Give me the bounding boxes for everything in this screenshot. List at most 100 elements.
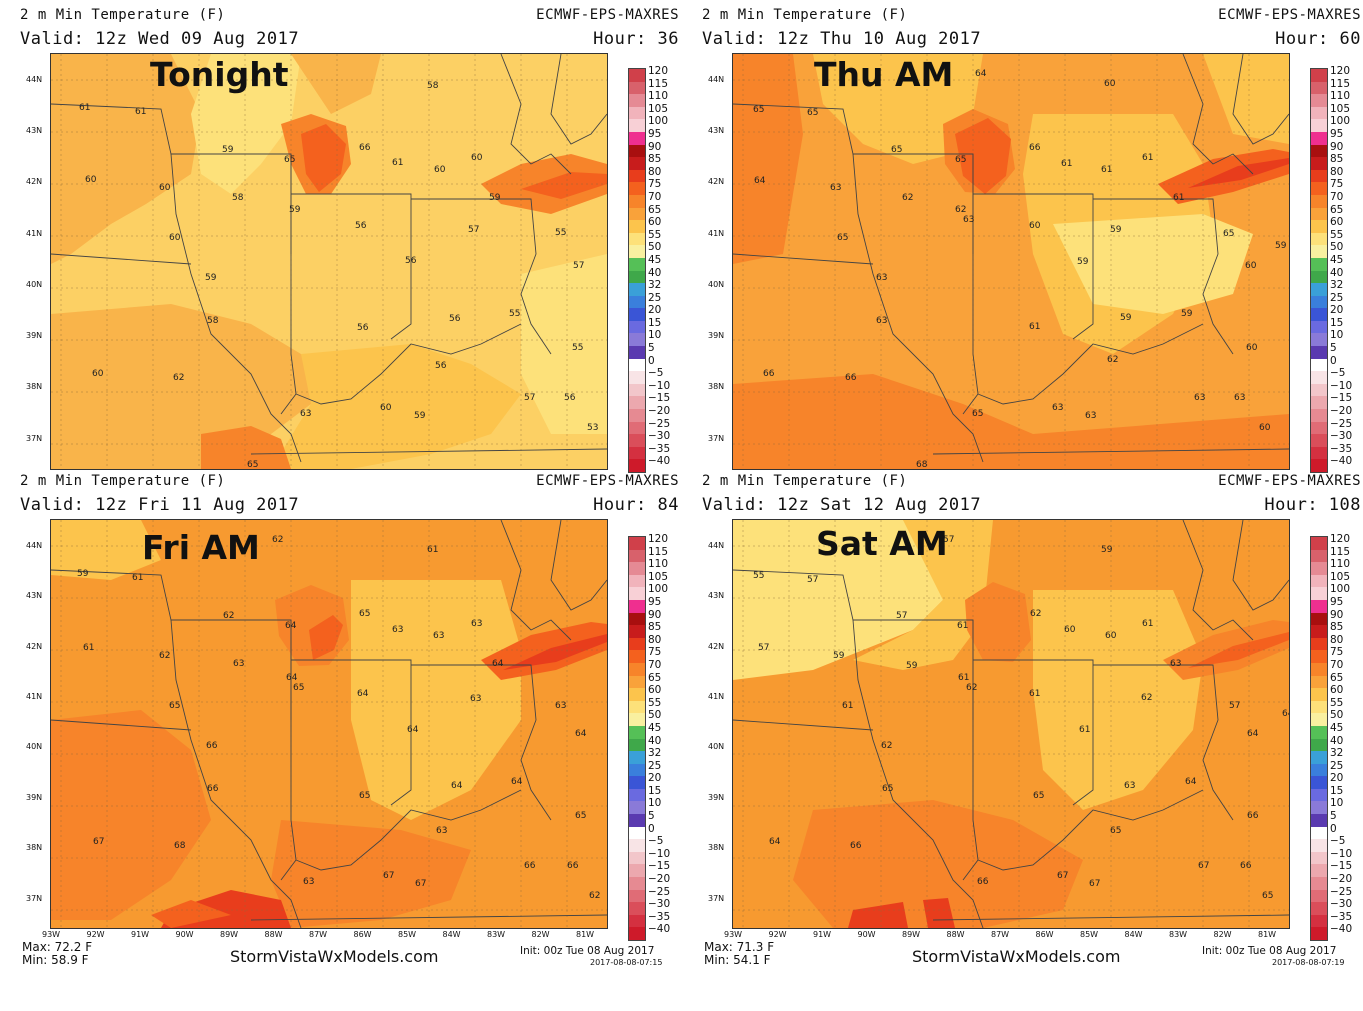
scale-tick-label: 75 bbox=[648, 646, 662, 659]
scale-tick-label: 110 bbox=[648, 558, 669, 571]
scale-tick-label: 5 bbox=[648, 810, 655, 823]
longitude-label: 81W bbox=[576, 930, 595, 939]
temp-value-label: 55 bbox=[509, 309, 520, 319]
color-scale-labels: 120 115 110 105 100 95 90 85 80 75 70 65 60 55 50 45 40 3… bbox=[1330, 65, 1352, 468]
temp-value-label: 65 bbox=[575, 811, 586, 821]
temp-value-label: 60 bbox=[1029, 221, 1041, 231]
color-swatch bbox=[629, 877, 645, 890]
temp-value-label: 66 bbox=[567, 861, 579, 871]
scale-tick-label: 115 bbox=[1330, 545, 1351, 558]
scale-tick-label: 5 bbox=[1330, 810, 1337, 823]
color-swatch bbox=[1311, 574, 1327, 588]
temp-value-label: 65 bbox=[1110, 826, 1121, 836]
temp-value-label: 64 bbox=[1185, 777, 1197, 787]
color-swatch bbox=[629, 700, 645, 714]
period-label: Thu AM bbox=[814, 55, 954, 94]
max-value: Max: 72.2 F bbox=[22, 940, 93, 954]
color-swatch bbox=[629, 562, 645, 575]
temp-value-label: 67 bbox=[1089, 879, 1100, 889]
temp-value-label: 61 bbox=[83, 643, 94, 653]
scale-tick-label: 120 bbox=[648, 533, 669, 545]
longitude-label: 89W bbox=[902, 930, 921, 939]
site-credit: StormVistaWxModels.com bbox=[912, 947, 1121, 966]
latitude-label: 39N bbox=[26, 792, 43, 802]
temp-value-label: 64 bbox=[286, 673, 298, 683]
scale-tick-label: 80 bbox=[1330, 165, 1344, 178]
state-border bbox=[170, 153, 302, 463]
temp-value-label: 65 bbox=[891, 145, 902, 155]
model-name: ECMWF-EPS-MAXRES bbox=[536, 7, 679, 23]
scale-tick-label: −10 bbox=[1330, 379, 1353, 392]
color-swatch bbox=[629, 207, 645, 221]
shade-region-3 bbox=[51, 304, 351, 469]
longitude-label: 81W bbox=[1258, 930, 1277, 939]
latitude-label: 42N bbox=[708, 641, 725, 651]
color-swatch bbox=[1311, 662, 1327, 676]
scale-tick-label: −35 bbox=[648, 442, 671, 455]
scale-tick-label: 100 bbox=[1330, 583, 1351, 596]
scale-tick-label: −5 bbox=[648, 835, 664, 848]
shade-region-0 bbox=[733, 520, 943, 680]
temp-value-label: 58 bbox=[427, 81, 439, 91]
temp-value-label: 59 bbox=[205, 273, 217, 283]
map-panel-sat-am: 2 m Min Temperature (F) ECMWF-EPS-MAXRES V… bbox=[682, 466, 1363, 971]
latitude-label: 44N bbox=[26, 75, 43, 84]
scale-tick-label: −10 bbox=[648, 847, 671, 860]
state-border bbox=[733, 719, 874, 731]
color-swatch bbox=[1311, 295, 1327, 309]
color-swatch bbox=[629, 725, 645, 739]
scale-tick-label: 105 bbox=[1330, 570, 1351, 583]
shade-region-9 bbox=[521, 172, 607, 199]
scale-tick-label: 50 bbox=[648, 709, 662, 722]
temp-value-label: 56 bbox=[435, 361, 447, 371]
shade-region-7 bbox=[848, 902, 908, 928]
scale-tick-label: 65 bbox=[648, 671, 662, 684]
scale-tick-label: −25 bbox=[648, 885, 671, 898]
scale-tick-label: −15 bbox=[648, 860, 671, 873]
color-swatch bbox=[629, 914, 645, 928]
color-swatch bbox=[1311, 396, 1327, 410]
temp-value-label: 62 bbox=[173, 373, 184, 383]
color-swatch bbox=[1311, 308, 1327, 321]
temp-value-label: 64 bbox=[511, 777, 523, 787]
map-panel-fri-am: 2 m Min Temperature (F) ECMWF-EPS-MAXRES V… bbox=[0, 466, 681, 971]
scale-tick-label: 75 bbox=[1330, 646, 1344, 659]
color-swatch bbox=[629, 182, 645, 195]
state-border bbox=[550, 54, 607, 145]
scale-tick-label: 70 bbox=[1330, 658, 1344, 671]
scale-tick-label: 0 bbox=[1330, 354, 1337, 367]
scale-tick-label: 65 bbox=[1330, 671, 1344, 684]
color-swatch bbox=[629, 220, 645, 233]
scale-tick-label: 45 bbox=[648, 253, 662, 266]
scale-tick-label: 70 bbox=[1330, 190, 1344, 203]
shade-region-3 bbox=[271, 820, 471, 928]
color-swatch bbox=[1311, 902, 1327, 915]
scale-tick-label: 70 bbox=[648, 190, 662, 203]
scale-tick-label: −20 bbox=[648, 873, 671, 886]
temp-value-label: 53 bbox=[587, 423, 598, 433]
temp-value-label: 66 bbox=[977, 877, 989, 887]
temp-value-label: 62 bbox=[1141, 693, 1152, 703]
scale-tick-label: 25 bbox=[648, 759, 662, 772]
temp-value-label: 65 bbox=[753, 105, 764, 115]
shade-region-9 bbox=[733, 374, 1289, 469]
model-name: ECMWF-EPS-MAXRES bbox=[1218, 7, 1361, 23]
color-swatch bbox=[629, 245, 645, 258]
color-swatch bbox=[629, 144, 645, 158]
scale-tick-label: 90 bbox=[648, 608, 662, 621]
scale-tick-label: 60 bbox=[648, 216, 662, 229]
temp-value-label: 65 bbox=[1262, 891, 1273, 901]
temp-value-label: 66 bbox=[845, 373, 857, 383]
temp-value-label: 66 bbox=[1029, 143, 1041, 153]
latitude-label: 43N bbox=[708, 126, 725, 136]
temp-value-label: 56 bbox=[564, 393, 576, 403]
period-label: Tonight bbox=[150, 55, 289, 94]
scale-tick-label: 45 bbox=[1330, 253, 1344, 266]
scale-tick-label: 0 bbox=[1330, 822, 1337, 835]
scale-tick-label: −5 bbox=[1330, 835, 1346, 848]
scale-tick-label: 15 bbox=[1330, 316, 1344, 329]
color-swatch bbox=[1311, 358, 1327, 372]
latitude-label: 37N bbox=[26, 433, 43, 443]
scale-tick-label: 45 bbox=[648, 721, 662, 734]
